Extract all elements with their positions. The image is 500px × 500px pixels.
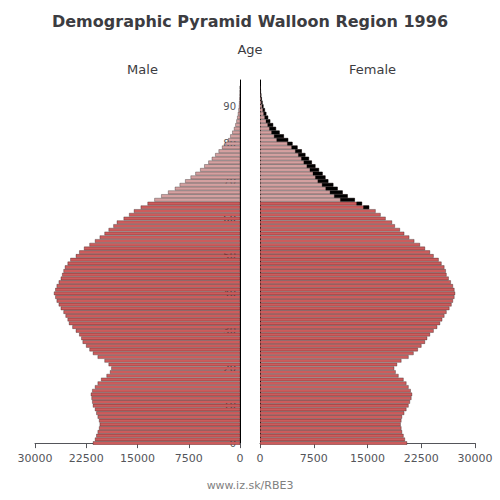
svg-text:Age: Age [237,42,262,57]
svg-text:Demographic Pyramid Walloon Re: Demographic Pyramid Walloon Region 1996 [52,12,448,31]
svg-text:30000: 30000 [18,452,53,465]
svg-text:22500: 22500 [404,452,439,465]
svg-text:www.iz.sk/RBE3: www.iz.sk/RBE3 [207,479,294,492]
svg-text:7500: 7500 [175,452,203,465]
svg-text:15000: 15000 [120,452,155,465]
svg-text:90: 90 [223,101,236,112]
svg-text:Female: Female [349,62,396,77]
svg-text:30000: 30000 [458,452,493,465]
svg-text:7500: 7500 [300,452,328,465]
svg-text:15000: 15000 [350,452,385,465]
svg-text:22500: 22500 [69,452,104,465]
svg-text:0: 0 [257,452,264,465]
svg-text:Male: Male [127,62,158,77]
svg-text:0: 0 [237,452,244,465]
